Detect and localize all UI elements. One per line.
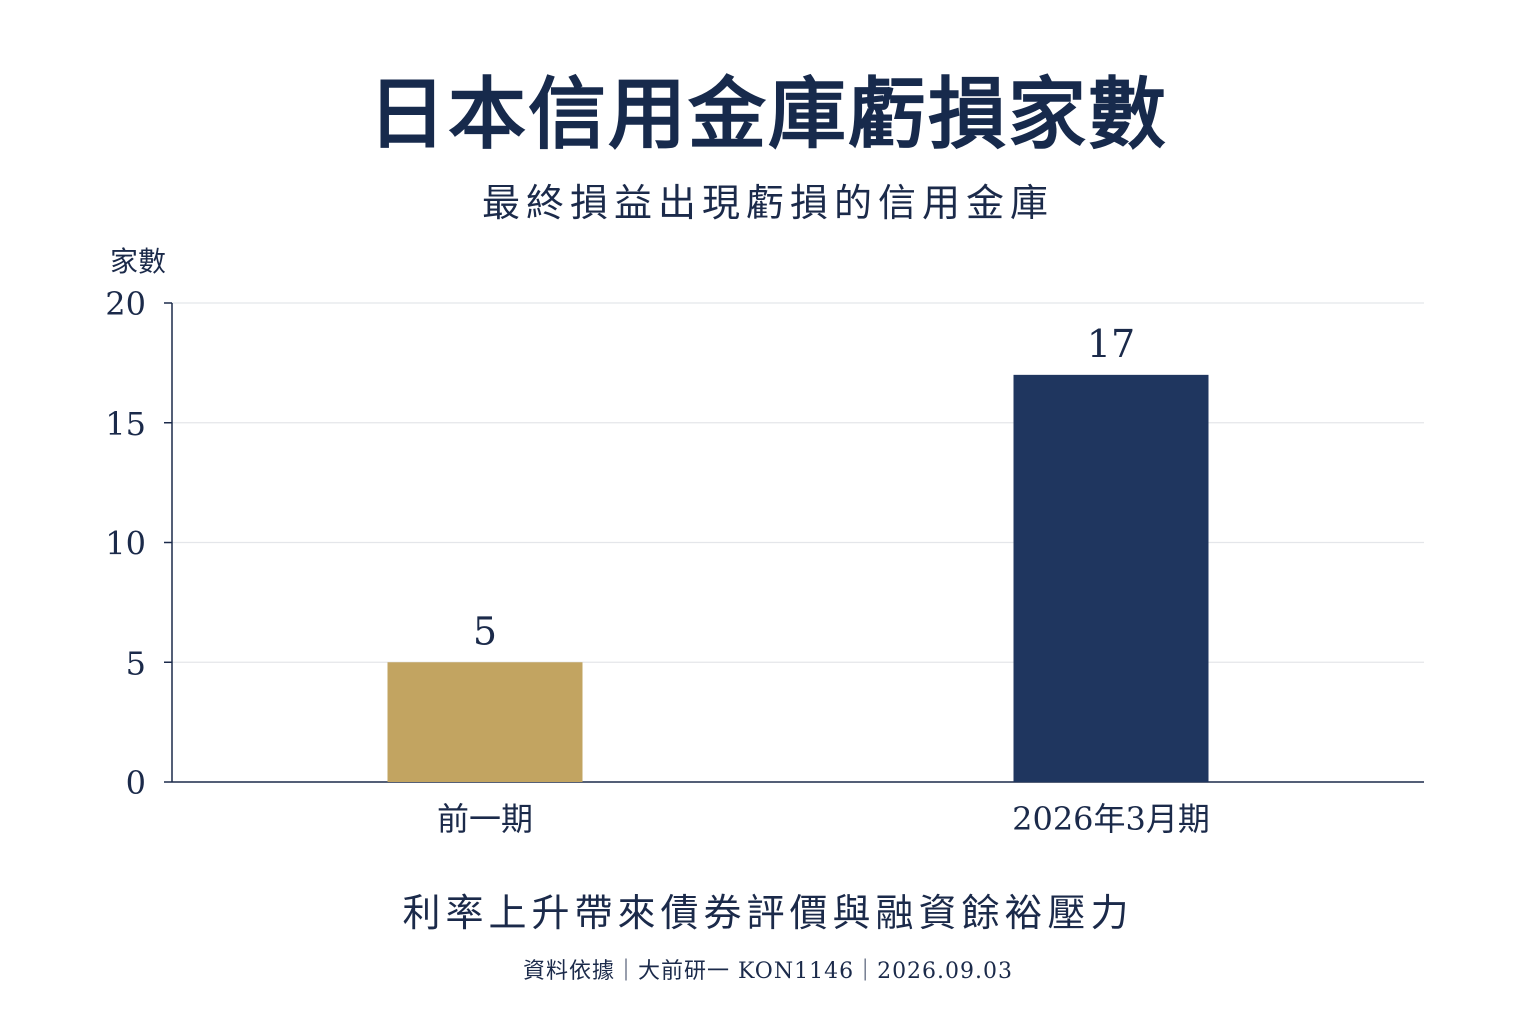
y-tick-label: 15 [105, 405, 146, 443]
chart-title: 日本信用金庫虧損家數 [367, 69, 1168, 160]
y-axis-label: 家數 [110, 245, 167, 278]
data-label: 17 [1087, 322, 1135, 366]
x-tick-label: 前一期 [437, 800, 533, 838]
y-tick-label: 20 [105, 285, 146, 323]
y-tick-label: 10 [105, 525, 146, 563]
bar-1 [1013, 374, 1209, 782]
chart-subtitle: 最終損益出現虧損的信用金庫 [481, 181, 1054, 225]
source-line: 資料依據｜大前研一 KON1146｜2026.09.03 [522, 959, 1014, 984]
x-tick-label: 2026年3月期 [1012, 800, 1210, 838]
y-tick-label: 5 [126, 644, 146, 682]
bar-0 [387, 662, 583, 782]
footer-note: 利率上升帶來債券評價與融資餘裕壓力 [402, 891, 1134, 935]
y-tick-label: 0 [126, 764, 146, 802]
data-label: 5 [473, 609, 497, 653]
